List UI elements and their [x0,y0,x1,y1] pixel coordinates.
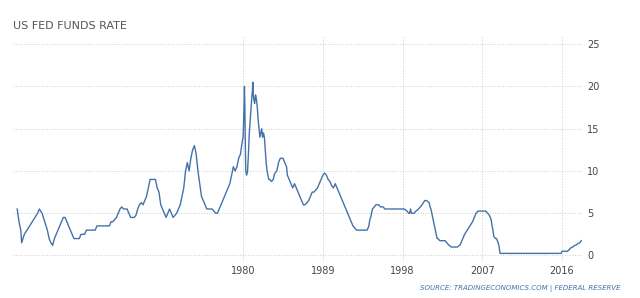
Text: SOURCE: TRADINGECONOMICS.COM | FEDERAL RESERVE: SOURCE: TRADINGECONOMICS.COM | FEDERAL R… [420,285,621,292]
Text: US FED FUNDS RATE: US FED FUNDS RATE [13,21,127,31]
